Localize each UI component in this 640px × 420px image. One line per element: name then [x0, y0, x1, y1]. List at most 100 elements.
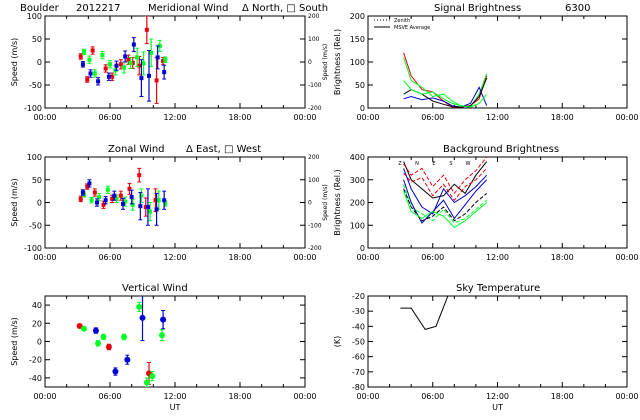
zonal-point	[153, 198, 158, 203]
sky-ytick-label: -80	[352, 383, 365, 392]
zonal-xtick-label: 12:00	[163, 253, 186, 262]
background-xtick-label: 00:00	[356, 253, 379, 262]
meridional-point	[82, 49, 86, 54]
vertical-point	[136, 303, 143, 310]
meridional-point	[126, 57, 131, 62]
meridional-point	[135, 55, 140, 60]
zonal-point	[105, 187, 110, 192]
zonal-point	[95, 200, 99, 205]
sky-series-line	[400, 296, 449, 330]
signal-ytick-label: 200	[350, 12, 365, 21]
vertical-xtick-label: 00:00	[293, 392, 316, 401]
sky-xtick-label: 18:00	[551, 392, 574, 401]
zonal-y2tick-label: 0	[308, 200, 312, 207]
background-direction-label: W	[466, 161, 471, 167]
sky-ytick-label: -50	[352, 338, 365, 347]
vertical-point	[76, 323, 83, 330]
vertical-title: Vertical Wind	[122, 283, 188, 294]
sky-xtick-label: 00:00	[356, 392, 379, 401]
meridional-point	[96, 79, 101, 84]
vertical-point	[100, 333, 107, 340]
site-label: Boulder	[20, 3, 60, 14]
zonal-ytick-label: 100	[27, 153, 42, 162]
sky-xaxis-label: UT	[492, 403, 503, 412]
meridional-ytick-label: -50	[29, 81, 42, 90]
signal-xtick-label: 00:00	[615, 113, 638, 122]
zonal-point	[114, 196, 119, 201]
meridional-y2tick-label: 200	[308, 13, 320, 20]
zonal-point	[137, 173, 142, 178]
meridional-xtick-label: 12:00	[163, 113, 186, 122]
zonal-xtick-label: 06:00	[98, 253, 121, 262]
meridional-point	[123, 54, 128, 59]
vertical-yaxis-label: Speed (m/s)	[10, 317, 19, 366]
sky-xtick-label: 06:00	[421, 392, 444, 401]
sky-xtick-label: 00:00	[615, 392, 638, 401]
zonal-point	[78, 196, 83, 201]
meridional-ytick-label: 100	[27, 12, 42, 21]
zonal-point	[143, 205, 148, 210]
meridional-point	[155, 55, 160, 60]
zonal-point	[139, 193, 144, 198]
meridional-xtick-label: 00:00	[33, 113, 56, 122]
meridional-point	[85, 77, 90, 82]
signal-series-line	[403, 86, 488, 108]
vertical-frame	[44, 295, 306, 388]
sky-ytick-label: -70	[352, 368, 365, 377]
meridional-xtick-label: 06:00	[98, 113, 121, 122]
signal-xtick-label: 06:00	[421, 113, 444, 122]
vertical-xtick-label: 12:00	[163, 392, 186, 401]
background-direction-label: N	[415, 161, 419, 167]
meridional-point	[103, 66, 108, 71]
vertical-ytick-label: -20	[29, 356, 42, 365]
signal-ytick-label: 0	[360, 104, 365, 113]
zonal-point	[129, 195, 134, 200]
background-ytick-label: 0	[360, 244, 365, 253]
vertical-ytick-label: 20	[32, 319, 42, 328]
vertical-point	[105, 343, 112, 350]
meridional-point	[78, 54, 83, 59]
vertical-xtick-label: 06:00	[98, 392, 121, 401]
zonal-point	[127, 186, 132, 191]
meridional-ytick-label: 50	[32, 35, 42, 44]
vertical-point	[81, 325, 87, 332]
meridional-y2tick-label: 0	[308, 59, 312, 66]
vertical-point	[124, 356, 131, 363]
zonal-point	[89, 198, 94, 203]
date-label: 2012217	[76, 3, 121, 14]
zonal-point	[101, 202, 106, 207]
meridional-yaxis-label: Speed (m/s)	[10, 38, 19, 87]
zonal-y2tick-label: -200	[308, 245, 322, 252]
meridional-y2axis-label: Speed (m/s)	[322, 44, 329, 80]
background-yaxis-label: Brightness (Rel.)	[333, 169, 342, 235]
signal-legend-label: Zenith	[394, 18, 410, 24]
zonal-point	[87, 181, 92, 186]
zonal-point	[154, 207, 159, 212]
meridional-point	[144, 27, 149, 32]
zonal-point	[138, 204, 143, 209]
sky-ytick-label: -40	[352, 322, 365, 331]
zonal-y2axis-label: Speed (m/s)	[322, 184, 329, 220]
sky-ytick-label: -30	[352, 307, 365, 316]
meridional-point	[130, 60, 135, 65]
meridional-title: Meridional Wind	[148, 3, 228, 14]
vertical-point	[143, 379, 150, 386]
zonal-xtick-label: 00:00	[33, 253, 56, 262]
meridional-marks	[78, 16, 168, 104]
meridional-legend: Δ North, □ South	[242, 3, 328, 14]
meridional-point	[80, 62, 85, 67]
zonal-point	[85, 184, 90, 189]
sky-ytick-label: -20	[352, 292, 365, 301]
meridional-point	[90, 48, 95, 53]
zonal-point	[162, 198, 167, 203]
sky-frame	[367, 295, 628, 388]
background-xtick-label: 06:00	[421, 253, 444, 262]
vertical-point	[159, 332, 165, 339]
zonal-point	[110, 196, 115, 201]
zonal-point	[80, 190, 85, 195]
zonal-point	[163, 201, 168, 206]
zonal-point	[148, 209, 153, 214]
signal-series-line	[403, 80, 488, 108]
background-ytick-label: 400	[350, 153, 365, 162]
meridional-point	[147, 73, 151, 78]
